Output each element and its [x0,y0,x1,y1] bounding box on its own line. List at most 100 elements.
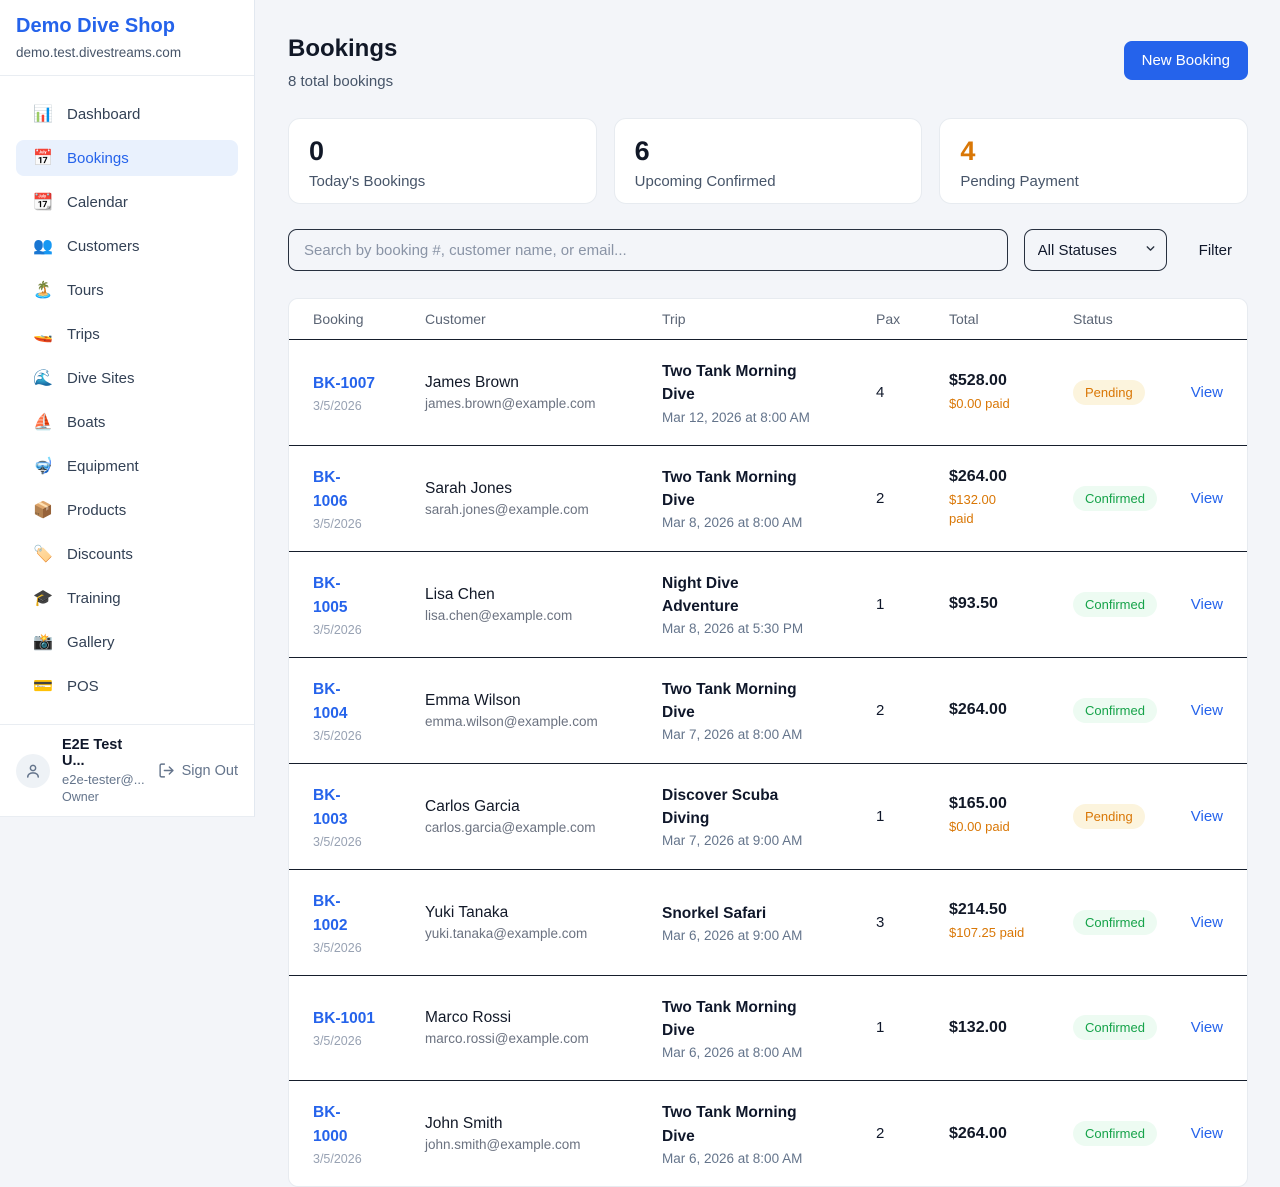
sidebar-item-customers[interactable]: 👥 Customers [16,228,238,264]
booking-date: 3/5/2026 [313,728,362,743]
sidebar-item-boats[interactable]: ⛵ Boats [16,404,238,440]
booking-date: 3/5/2026 [313,834,362,849]
speedboat-icon: 🚤 [33,326,53,343]
booking-id-link[interactable]: BK- 1000 [313,1104,348,1146]
status-badge: Pending [1073,379,1145,405]
bookings-table: Booking Customer Trip Pax Total Status BK-100… [288,298,1248,1187]
people-icon: 👥 [33,238,53,255]
sidebar-item-label: Gallery [67,633,115,651]
sidebar-item-label: Tours [67,281,104,299]
table-row: BK- 1003 3/5/2026 Carlos Garcia carlos.garci… [289,764,1247,870]
filter-button[interactable]: Filter [1198,241,1232,259]
total-cell: $264.00 [949,1125,1073,1143]
sidebar-item-label: Training [67,589,121,607]
sidebar-item-calendar[interactable]: 📆 Calendar [16,184,238,220]
stat-label: Pending Payment [960,173,1079,191]
total-amount: $214.50 [949,901,1007,919]
main-content: Bookings 8 total bookings New Booking 0 … [255,0,1280,1187]
trip-datetime: Mar 8, 2026 at 8:00 AM [662,515,803,531]
booking-cell: BK- 1000 3/5/2026 [313,1101,425,1166]
sidebar-item-bookings[interactable]: 📅 Bookings [16,140,238,176]
trip-cell: Two Tank Morning Dive Mar 7, 2026 at 8:00… [662,678,876,743]
pax-value: 2 [876,701,885,719]
total-amount: $528.00 [949,371,1007,389]
status-cell: Confirmed [1073,1015,1189,1041]
booking-date: 3/5/2026 [313,398,362,413]
booking-id-link[interactable]: BK- 1004 [313,680,348,722]
sidebar-item-tours[interactable]: 🏝️ Tours [16,272,238,308]
tag-icon: 🏷️ [33,546,53,563]
page-subtitle: 8 total bookings [288,73,394,90]
sign-out-button[interactable]: Sign Out [158,762,238,779]
table-header-row: Booking Customer Trip Pax Total Status [289,299,1247,340]
stat-label: Upcoming Confirmed [634,173,776,191]
status-badge: Confirmed [1073,485,1157,511]
total-amount: $264.00 [949,467,1007,485]
trip-name: Two Tank Morning Dive [662,468,797,510]
brand-name[interactable]: Demo Dive Shop [16,15,175,37]
new-booking-button[interactable]: New Booking [1123,41,1248,80]
booking-cell: BK-1007 3/5/2026 [313,372,425,413]
table-row: BK- 1004 3/5/2026 Emma Wilson emma.wilson@ex… [289,658,1247,764]
booking-id-link[interactable]: BK- 1003 [313,786,348,828]
customer-name: Emma Wilson [425,691,521,709]
avatar [16,753,50,788]
trip-cell: Snorkel Safari Mar 6, 2026 at 9:00 AM [662,902,876,943]
status-badge: Confirmed [1073,909,1157,935]
trip-name: Night Dive Adventure [662,574,739,616]
user-avatar-icon [27,764,39,778]
column-header-booking: Booking [313,311,364,327]
customer-email: carlos.garcia@example.com [425,819,596,835]
view-link[interactable]: View [1190,489,1223,507]
status-cell: Confirmed [1073,1121,1189,1147]
booking-id-link[interactable]: BK-1001 [313,1010,376,1028]
graduation-cap-icon: 🎓 [33,590,53,607]
column-header-trip: Trip [662,311,686,327]
booking-id-link[interactable]: BK- 1005 [313,574,348,616]
sidebar-item-label: Bookings [67,149,129,167]
table-row: BK- 1006 3/5/2026 Sarah Jones sarah.jones@ex… [289,446,1247,552]
sidebar-item-discounts[interactable]: 🏷️ Discounts [16,536,238,572]
view-link[interactable]: View [1190,1019,1223,1037]
stat-card-pending-payment: 4 Pending Payment [939,118,1248,204]
diving-mask-icon: 🤿 [33,458,53,475]
booking-id-link[interactable]: BK- 1002 [313,892,348,934]
customer-cell: James Brown james.brown@example.com [425,374,662,411]
view-link[interactable]: View [1190,807,1223,825]
trip-name: Two Tank Morning Dive [662,363,797,404]
customer-name: Lisa Chen [425,585,495,603]
table-row: BK- 1000 3/5/2026 John Smith john.smith@exam… [289,1081,1247,1186]
column-header-status: Status [1073,311,1113,327]
user-name: E2E Test U... [62,737,123,769]
view-link[interactable]: View [1190,913,1223,931]
booking-id-link[interactable]: BK-1007 [313,374,376,392]
view-link[interactable]: View [1190,701,1223,719]
trip-datetime: Mar 8, 2026 at 5:30 PM [662,621,804,637]
sidebar-item-products[interactable]: 📦 Products [16,492,238,528]
view-link[interactable]: View [1190,595,1223,613]
stat-value: 0 [309,136,325,166]
sidebar-item-equipment[interactable]: 🤿 Equipment [16,448,238,484]
sidebar-item-label: Customers [67,237,140,255]
column-header-customer: Customer [425,311,486,327]
search-input[interactable] [288,229,1008,271]
booking-date: 3/5/2026 [313,516,362,531]
customer-name: James Brown [425,373,519,391]
sidebar-item-pos[interactable]: 💳 POS [16,668,238,704]
sidebar-item-gallery[interactable]: 📸 Gallery [16,624,238,660]
sidebar-nav: 📊 Dashboard 📅 Bookings 📆 Calendar 👥 Customers 🏝️… [0,76,254,724]
sidebar-item-training[interactable]: 🎓 Training [16,580,238,616]
wave-icon: 🌊 [33,370,53,387]
booking-id-link[interactable]: BK- 1006 [313,468,348,510]
calendar-icon: 📅 [33,150,53,167]
sidebar-item-dashboard[interactable]: 📊 Dashboard [16,96,238,132]
sidebar-item-dive-sites[interactable]: 🌊 Dive Sites [16,360,238,396]
view-link[interactable]: View [1190,1125,1223,1143]
table-row: BK- 1002 3/5/2026 Yuki Tanaka yuki.tanaka@ex… [289,870,1247,976]
sidebar-item-trips[interactable]: 🚤 Trips [16,316,238,352]
status-filter-select[interactable]: All Statuses [1023,229,1167,271]
stats-row: 0 Today's Bookings 6 Upcoming Confirmed … [288,118,1248,204]
column-header-total: Total [949,311,979,327]
view-link[interactable]: View [1190,383,1223,401]
trip-datetime: Mar 7, 2026 at 8:00 AM [662,727,803,743]
